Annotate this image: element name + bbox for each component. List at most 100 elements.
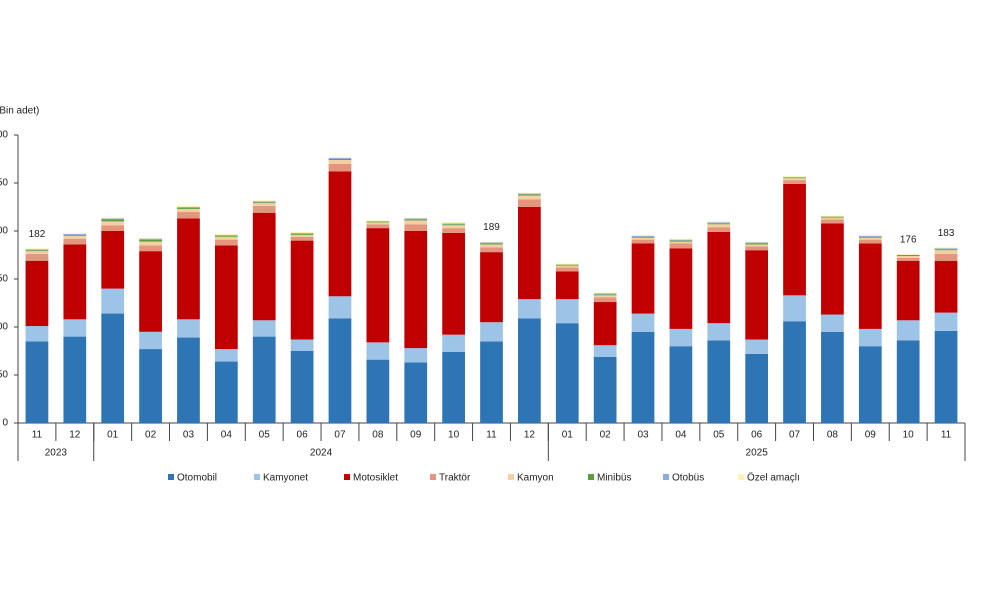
x-tick-label: 09	[865, 430, 877, 441]
bar-segment	[63, 244, 87, 320]
bar-segment	[139, 238, 162, 240]
legend-swatch	[430, 474, 436, 480]
bar-segment	[707, 224, 731, 228]
bar-segment	[480, 247, 503, 253]
bar-segment	[290, 240, 314, 340]
bar-segment	[934, 254, 958, 261]
bar-segment	[783, 177, 806, 179]
bar-segment	[745, 353, 769, 423]
bar-segment	[442, 222, 465, 224]
bar-segment	[25, 254, 49, 261]
bar-segment	[858, 328, 882, 347]
bar-segment	[214, 349, 238, 362]
bar-segment	[669, 241, 693, 244]
bar-segment	[63, 234, 87, 236]
bar-segment	[101, 231, 125, 289]
bar-segment	[252, 201, 276, 203]
bar-segment	[934, 260, 958, 313]
total-label: 183	[938, 228, 955, 239]
bar-segment	[934, 330, 958, 423]
y-tick-label: 200	[0, 226, 8, 237]
legend-swatch	[254, 474, 260, 480]
bar-segment	[101, 225, 125, 231]
bar-segment	[518, 194, 541, 196]
bar-segment	[177, 337, 200, 423]
bar-segment	[290, 233, 314, 235]
bar-segment	[101, 288, 125, 314]
bar-segment	[480, 243, 503, 245]
bar-segment	[366, 359, 390, 423]
bar-segment	[366, 228, 390, 343]
x-tick-label: 03	[183, 430, 195, 441]
bar-segment	[745, 243, 769, 245]
bar-segment	[669, 248, 693, 329]
bar-segment	[214, 239, 238, 246]
bar-segment	[821, 219, 844, 224]
bar-segment	[745, 339, 769, 354]
y-tick-label: 300	[0, 130, 8, 141]
bar-segment	[139, 245, 162, 252]
bar-segment	[783, 183, 806, 296]
bar-segment	[177, 206, 200, 207]
x-tick-label: 05	[259, 430, 271, 441]
legend-label: Motosiklet	[353, 473, 398, 484]
bar-segment	[139, 237, 162, 239]
bar-segment	[858, 243, 882, 329]
bar-segment	[442, 223, 465, 225]
bar-segment	[858, 237, 882, 240]
bar-segment	[442, 351, 465, 423]
bar-segment	[442, 334, 465, 352]
bar-segment	[328, 171, 352, 297]
bar-segment	[404, 219, 428, 221]
bar-segment	[518, 199, 541, 207]
bar-segment	[177, 207, 200, 208]
bar-segment	[593, 295, 617, 298]
bar-segment	[366, 342, 390, 360]
legend-swatch	[508, 474, 514, 480]
bar-segment	[858, 239, 882, 244]
y-tick-label: 250	[0, 178, 8, 189]
bar-segment	[252, 320, 276, 337]
bar-segment	[101, 221, 125, 226]
bar-segment	[707, 231, 731, 324]
bar-segment	[555, 299, 579, 324]
bar-segment	[631, 313, 655, 332]
bar-segment	[821, 216, 844, 218]
bar-segment	[139, 241, 162, 246]
bar-segment	[631, 234, 655, 236]
bar-segment	[858, 236, 882, 238]
bar-segment	[821, 215, 844, 217]
bar-segment	[404, 217, 428, 219]
bar-segment	[745, 250, 769, 340]
bar-segment	[896, 255, 920, 258]
bar-segment	[328, 318, 352, 423]
bar-segment	[669, 346, 693, 423]
y-tick-label: 100	[0, 322, 8, 333]
bar-segment	[328, 158, 352, 159]
bar-segment	[745, 246, 769, 251]
legend-label: Otobüs	[672, 473, 704, 484]
bar-segment	[518, 207, 541, 300]
bar-segment	[555, 264, 579, 266]
bar-segment	[252, 212, 276, 321]
x-tick-label: 11	[941, 430, 952, 441]
bar-segment	[518, 195, 541, 200]
bar-segment	[821, 223, 844, 315]
bar-segment	[555, 265, 579, 268]
bar-segment	[896, 257, 920, 261]
bar-segment	[252, 336, 276, 423]
legend-label: Kamyonet	[263, 473, 308, 484]
x-tick-label: 10	[903, 430, 915, 441]
bar-segment	[896, 260, 920, 321]
x-tick-label: 07	[789, 430, 801, 441]
bar-segment	[745, 244, 769, 247]
group-label: 2025	[746, 448, 769, 459]
x-tick-label: 01	[107, 430, 119, 441]
bar-segment	[593, 293, 617, 295]
bar-segment	[783, 321, 806, 423]
bar-segment	[934, 250, 958, 255]
legend-swatch	[663, 474, 669, 480]
bar-segment	[290, 339, 314, 351]
x-tick-label: 06	[751, 430, 763, 441]
bar-segment	[555, 323, 579, 423]
